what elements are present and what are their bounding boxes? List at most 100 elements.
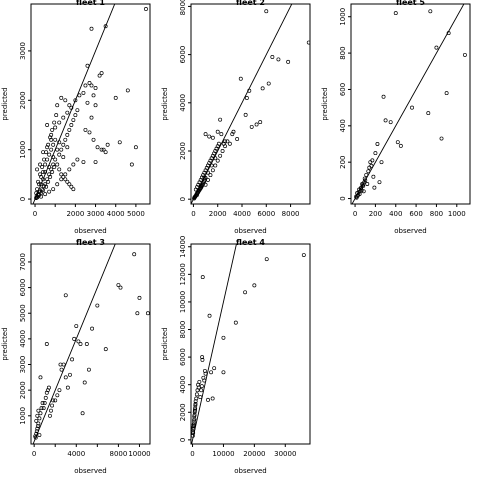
data-point: [35, 413, 40, 418]
data-point: [428, 9, 433, 14]
y-tick-label: 0: [339, 196, 347, 200]
data-point: [67, 127, 72, 132]
data-point: [67, 182, 72, 187]
data-point: [69, 123, 74, 127]
data-point: [43, 192, 48, 197]
x-tick-label: 0: [191, 210, 195, 218]
x-tick-label: 200: [369, 210, 382, 218]
data-point: [54, 113, 59, 118]
data-point: [129, 162, 134, 167]
y-tick-label: 14000: [179, 236, 187, 258]
plot-frame: [190, 243, 311, 445]
point-group: [33, 252, 150, 440]
panel-title: fleet 5: [396, 0, 425, 7]
data-point: [199, 384, 204, 389]
data-point: [59, 95, 64, 100]
panel-fleet-3: 0 4000 8000 10000 1000 2000 3000 4000 5000 6000 70…: [1, 238, 151, 475]
data-point: [35, 426, 40, 431]
point-group: [34, 6, 148, 201]
data-point: [220, 149, 225, 153]
y-tick-label: 4000: [19, 330, 27, 348]
data-point: [93, 86, 98, 90]
data-point: [361, 189, 366, 194]
data-point: [73, 98, 78, 103]
data-point: [53, 398, 58, 403]
data-point: [63, 137, 68, 142]
data-point: [83, 127, 88, 132]
y-tick-label: 6000: [179, 348, 187, 366]
data-point: [89, 83, 94, 88]
panel-fleet-2: 0 2000 4000 6000 8000 0 2000 4000 6000 8000 fleet …: [161, 0, 311, 235]
data-point: [197, 379, 202, 384]
x-tick-label: 4000: [233, 210, 251, 218]
data-point: [426, 111, 431, 116]
data-point: [59, 147, 64, 152]
data-point: [89, 26, 94, 31]
data-point: [47, 189, 52, 194]
data-point: [365, 182, 370, 186]
data-point: [93, 160, 98, 164]
data-point: [363, 178, 368, 183]
data-point: [68, 372, 72, 377]
data-point: [375, 142, 380, 146]
data-point: [65, 179, 70, 184]
data-point: [260, 86, 265, 91]
data-point: [410, 105, 414, 110]
data-point: [373, 151, 378, 156]
data-point: [105, 142, 110, 147]
data-point: [65, 110, 70, 115]
data-point: [145, 311, 150, 316]
y-tick-label: 6000: [19, 279, 27, 297]
data-point: [301, 253, 306, 257]
data-point: [372, 185, 377, 190]
data-point: [116, 283, 121, 287]
x-tick-label: 0: [190, 450, 194, 458]
data-point: [207, 313, 212, 318]
data-point: [39, 194, 44, 199]
y-tick-label: 200: [339, 155, 347, 168]
x-tick-label: 0: [353, 210, 357, 218]
reference-line: [191, 244, 237, 444]
data-point: [99, 71, 104, 76]
data-point: [379, 160, 384, 165]
plot-frame: [190, 3, 311, 205]
x-tick-label: 6000: [257, 210, 275, 218]
data-point: [249, 124, 254, 129]
data-point: [35, 167, 40, 172]
data-point: [103, 24, 108, 29]
y-tick-label: 12000: [179, 263, 187, 285]
x-axis-label: observed: [234, 227, 266, 235]
y-axis-label: predicted: [321, 87, 329, 120]
y-axis-label: predicted: [1, 327, 9, 360]
data-point: [208, 173, 213, 178]
data-point: [266, 81, 271, 86]
data-point: [196, 385, 201, 390]
panel-title: fleet 3: [76, 238, 105, 247]
data-point: [243, 112, 248, 117]
data-point: [93, 103, 98, 108]
data-point: [46, 179, 51, 184]
data-point: [50, 127, 55, 132]
data-point: [80, 411, 85, 416]
data-point: [87, 130, 92, 135]
data-point: [258, 120, 263, 125]
y-tick-label: 400: [339, 119, 347, 132]
x-tick-label: 2000: [66, 210, 84, 218]
data-point: [368, 160, 373, 165]
data-point: [40, 187, 45, 192]
data-point: [76, 339, 81, 344]
data-point: [75, 157, 80, 162]
x-tick-label: 8000: [282, 210, 300, 218]
data-point: [193, 403, 198, 408]
data-point: [85, 100, 90, 105]
data-point: [101, 147, 106, 152]
y-tick-label: 7000: [19, 253, 27, 271]
data-point: [206, 397, 210, 402]
data-point: [36, 179, 41, 184]
data-point: [81, 90, 86, 95]
data-point: [270, 55, 275, 59]
data-point: [194, 392, 199, 397]
panel-title: fleet 2: [236, 0, 265, 7]
data-point: [191, 422, 196, 427]
plot-frame: [30, 243, 151, 445]
